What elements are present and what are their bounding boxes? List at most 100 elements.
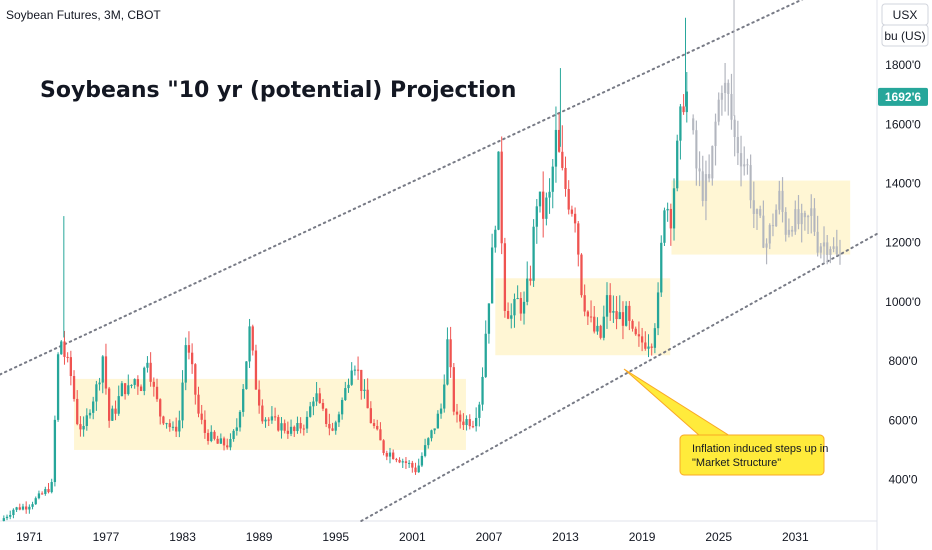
candle-body <box>554 129 558 167</box>
candle-body <box>372 423 376 426</box>
candle-body <box>47 489 50 493</box>
candle-body <box>573 213 577 224</box>
annotation-callout[interactable] <box>679 434 825 476</box>
candle-body <box>548 191 551 198</box>
candle-body <box>130 384 133 386</box>
projection-body <box>720 92 724 100</box>
candle-body <box>107 388 111 421</box>
projection-series <box>692 62 842 265</box>
currency-label: USX <box>893 8 918 22</box>
candle-body <box>471 426 475 428</box>
projection-body <box>692 118 695 131</box>
time-tick-label: 2013 <box>552 530 579 544</box>
candle-body <box>529 278 532 281</box>
unit-box[interactable] <box>881 24 929 47</box>
projection-body <box>832 246 835 249</box>
projection-body <box>838 254 842 256</box>
candle-body <box>111 408 114 421</box>
projection-body <box>727 82 730 94</box>
time-tick-label: 2001 <box>399 530 426 544</box>
candle-body <box>280 423 283 431</box>
price-tick-label: 400'0 <box>889 473 918 487</box>
candle-body <box>200 413 203 420</box>
candle-body <box>366 389 369 409</box>
candle-body <box>321 402 325 409</box>
candle-body <box>656 292 660 329</box>
candle-body <box>203 419 207 433</box>
candle-body <box>625 305 628 326</box>
projection-body <box>765 243 768 248</box>
candle-body <box>101 356 104 383</box>
candle-body <box>261 405 264 422</box>
projection-body <box>736 136 740 154</box>
candle-body <box>446 339 449 385</box>
candle-body <box>92 401 95 413</box>
candle-body <box>117 396 120 414</box>
candle-body <box>481 376 484 405</box>
candle-body <box>433 428 436 431</box>
symbol-label: Soybean Futures, 3M, CBOT <box>6 8 161 22</box>
structure-zone-3 <box>671 180 851 255</box>
candle-body <box>609 295 612 313</box>
candlestick-series <box>2 0 735 522</box>
candle-body <box>647 346 650 349</box>
candle-body <box>120 383 124 397</box>
candle-body <box>612 311 615 313</box>
candle-body <box>644 342 647 349</box>
price-tick-label: 1600'0 <box>885 117 921 131</box>
candle-body <box>210 431 213 441</box>
candle-body <box>184 345 187 383</box>
candle-body <box>599 325 602 338</box>
candle-body <box>455 411 459 415</box>
candle-body <box>388 452 392 457</box>
candle-body <box>331 428 334 431</box>
projection-body <box>813 208 816 232</box>
projection-body <box>768 225 771 244</box>
candle-body <box>411 462 414 468</box>
current-price-label: 1692'6 <box>885 90 922 104</box>
projection-body <box>787 229 791 235</box>
candle-body <box>369 408 372 424</box>
candle-body <box>567 188 570 210</box>
candle-body <box>593 316 596 332</box>
candle-body <box>436 413 440 429</box>
candle-body <box>334 422 337 431</box>
candle-body <box>171 426 175 428</box>
candle-body <box>257 389 261 406</box>
candle-body <box>18 507 21 510</box>
candle-body <box>682 106 685 113</box>
candle-body <box>127 385 130 395</box>
projection-body <box>749 165 752 201</box>
candle-body <box>551 166 554 192</box>
price-axis-ticks: 400'0 600'0 800'0 1000'0 1200'0 1400'0 1600'0 1… <box>885 58 921 486</box>
candle-body <box>564 167 567 189</box>
price-tick-label: 1800'0 <box>885 58 921 72</box>
candle-body <box>31 504 34 507</box>
candle-body <box>98 382 101 385</box>
candle-body <box>465 419 468 426</box>
candle-body <box>439 408 443 414</box>
candle-body <box>149 362 152 382</box>
candle-body <box>21 506 25 510</box>
candle-body <box>136 379 140 387</box>
time-tick-label: 2031 <box>782 530 809 544</box>
candle-body <box>468 419 471 427</box>
candle-body <box>685 91 688 113</box>
candle-body <box>621 312 625 326</box>
candle-body <box>376 425 379 430</box>
candle-body <box>542 191 545 219</box>
candle-body <box>497 151 500 230</box>
candle-body <box>475 417 478 427</box>
projection-body <box>775 209 778 227</box>
candle-body <box>309 406 312 417</box>
projection-body <box>695 130 698 169</box>
candle-body <box>398 459 401 463</box>
candle-body <box>503 243 507 311</box>
projection-body <box>781 190 784 212</box>
projection-body <box>762 215 765 248</box>
projection-body <box>778 190 781 210</box>
candle-body <box>669 208 672 229</box>
time-tick-label: 2007 <box>476 530 503 544</box>
candle-body <box>395 459 398 461</box>
candle-body <box>526 278 529 302</box>
